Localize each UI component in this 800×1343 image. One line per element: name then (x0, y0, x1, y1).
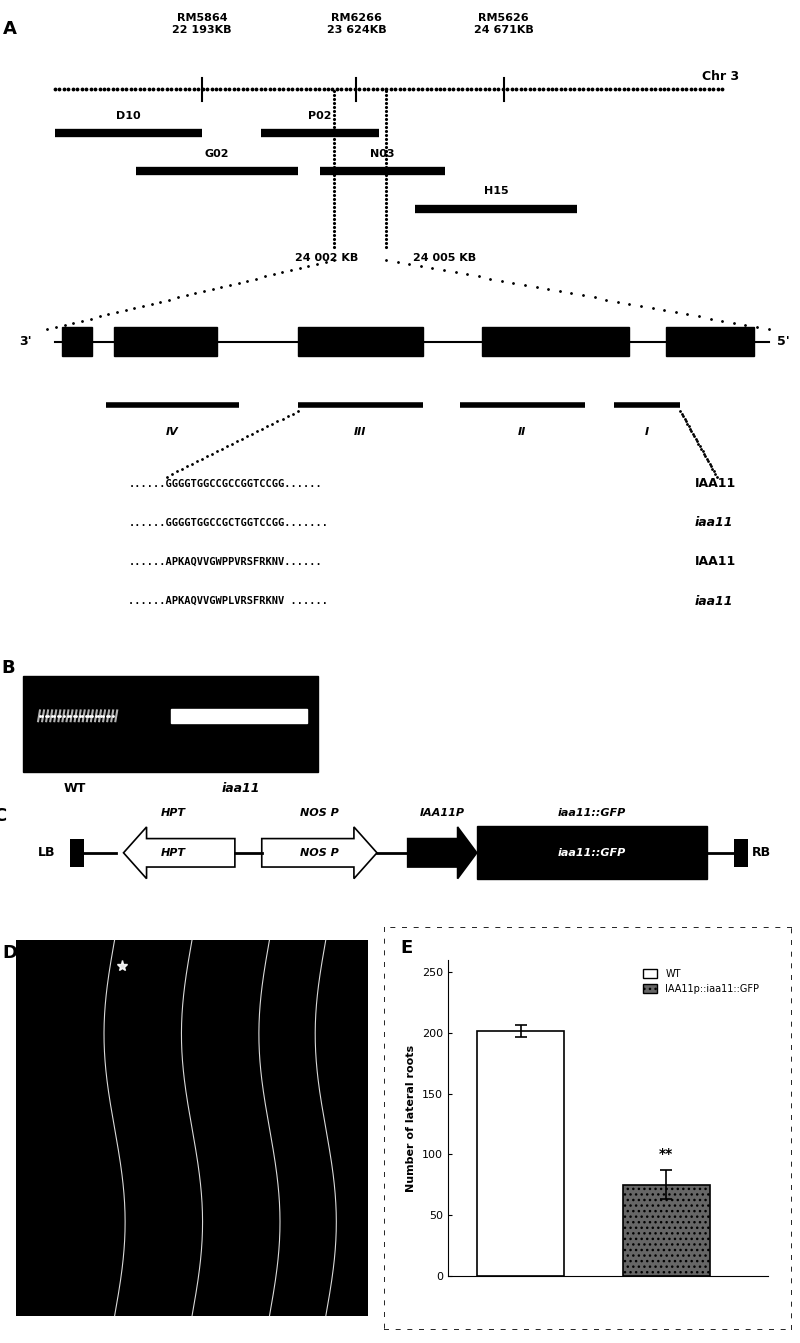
Text: IAA11: IAA11 (695, 556, 736, 568)
Bar (114, 328, 217, 356)
Text: E: E (400, 939, 413, 956)
FancyArrow shape (408, 827, 477, 878)
Text: HPT: HPT (161, 847, 186, 858)
Text: I: I (645, 427, 650, 436)
Text: iaa11: iaa11 (695, 516, 734, 529)
Text: iaa11::GFP: iaa11::GFP (558, 807, 626, 818)
Text: IAA11P: IAA11P (420, 807, 465, 818)
Bar (298, 328, 422, 356)
Text: **: ** (659, 1147, 674, 1160)
Text: 3': 3' (19, 336, 31, 348)
Text: RM5864
22 193KB: RM5864 22 193KB (172, 13, 232, 35)
Bar (23, 676, 318, 772)
Text: ......GGGGTGGCCGCTGGTCCGG.......: ......GGGGTGGCCGCTGGTCCGG....... (128, 518, 328, 528)
Y-axis label: Number of lateral roots: Number of lateral roots (406, 1045, 417, 1191)
Text: D10: D10 (116, 110, 141, 121)
Text: 5': 5' (777, 336, 790, 348)
Text: Chr 3: Chr 3 (702, 70, 739, 83)
Text: D: D (2, 944, 17, 962)
Text: G02: G02 (204, 149, 229, 158)
Bar (70, 838, 83, 868)
Text: ......APKAQVVGWPPVRSFRKNV......: ......APKAQVVGWPPVRSFRKNV...... (128, 557, 322, 567)
Text: C: C (0, 807, 6, 825)
Text: NOS P: NOS P (300, 847, 338, 858)
Bar (170, 709, 306, 723)
Text: RM6266
23 624KB: RM6266 23 624KB (326, 13, 386, 35)
Bar (622, 1185, 710, 1276)
Text: H15: H15 (484, 187, 509, 196)
Text: RB: RB (751, 846, 770, 860)
Text: IV: IV (166, 427, 179, 436)
Bar (477, 1030, 564, 1276)
Text: B: B (2, 659, 15, 677)
Text: LB: LB (38, 846, 55, 860)
FancyArrow shape (262, 827, 377, 878)
Text: iaa11: iaa11 (695, 595, 734, 607)
Text: HPT: HPT (161, 807, 186, 818)
Text: 24 002 KB: 24 002 KB (295, 254, 358, 263)
Text: iaa11: iaa11 (222, 782, 260, 795)
Text: N03: N03 (370, 149, 394, 158)
Text: NOS P: NOS P (300, 807, 338, 818)
Text: ......GGGGTGGCCGCCGGTCCGG......: ......GGGGTGGCCGCCGGTCCGG...... (128, 478, 322, 489)
Bar (477, 826, 707, 880)
Bar (482, 328, 629, 356)
Text: ......APKAQVVGWPLVRSFRKNV ......: ......APKAQVVGWPLVRSFRKNV ...... (128, 596, 328, 606)
Bar (62, 328, 91, 356)
Bar (734, 838, 748, 868)
Text: II: II (518, 427, 526, 436)
Text: RM5626
24 671KB: RM5626 24 671KB (474, 13, 534, 35)
Text: A: A (3, 20, 17, 38)
Text: 24 005 KB: 24 005 KB (414, 254, 476, 263)
Text: WT: WT (64, 782, 86, 795)
Text: iaa11::GFP: iaa11::GFP (558, 847, 626, 858)
FancyArrow shape (123, 827, 235, 878)
Text: P02: P02 (308, 110, 331, 121)
Text: IAA11: IAA11 (695, 477, 736, 490)
Bar (666, 328, 754, 356)
Legend: WT, IAA11p::iaa11::GFP: WT, IAA11p::iaa11::GFP (639, 966, 763, 998)
Text: III: III (354, 427, 366, 436)
